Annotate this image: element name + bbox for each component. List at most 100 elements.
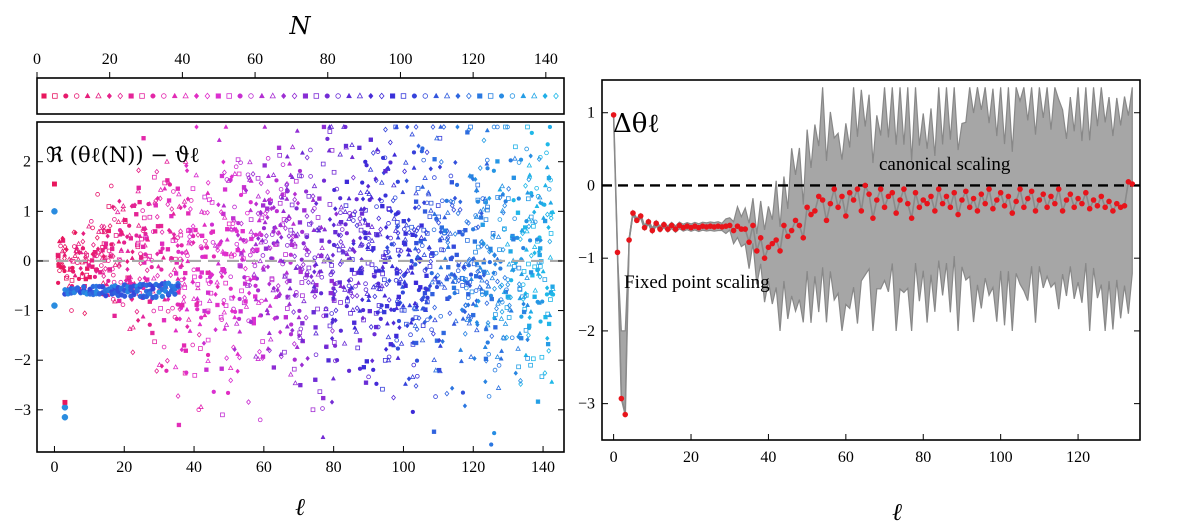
left-point <box>224 236 230 242</box>
left-point <box>419 223 424 228</box>
delta-theta-point <box>634 217 640 224</box>
left-point <box>380 204 385 209</box>
left-point <box>484 269 491 275</box>
right-x-tick-label: 0 <box>610 449 618 466</box>
left-point <box>142 275 147 281</box>
left-point <box>106 258 111 263</box>
left-point <box>329 399 335 405</box>
left-branch-point <box>121 293 128 299</box>
left-point <box>352 320 357 325</box>
left-point <box>523 293 529 298</box>
left-point <box>388 235 393 241</box>
left-point <box>122 240 127 245</box>
right-x-tick-label: 100 <box>989 449 1013 466</box>
left-point <box>158 249 163 254</box>
left-point <box>378 226 384 233</box>
left-point <box>354 292 360 299</box>
left-point <box>253 201 259 207</box>
variance-band <box>613 87 1133 413</box>
left-point <box>386 221 391 226</box>
left-point <box>338 300 343 305</box>
left-point <box>103 244 108 250</box>
left-point <box>131 203 137 208</box>
left-point <box>403 231 408 236</box>
left-point <box>435 272 441 279</box>
left-point <box>236 316 242 322</box>
left-point <box>505 124 510 130</box>
left-point <box>173 271 179 276</box>
left-point <box>214 244 220 251</box>
left-point <box>528 270 534 275</box>
left-point <box>471 312 476 318</box>
left-point <box>403 159 409 165</box>
left-point <box>466 292 471 297</box>
delta-theta-point <box>773 237 779 243</box>
left-point <box>320 434 326 440</box>
left-point <box>346 368 352 373</box>
left-point <box>421 157 426 163</box>
left-point <box>378 316 383 322</box>
left-point <box>265 189 271 195</box>
delta-theta-point <box>664 226 671 232</box>
left-point <box>257 348 262 355</box>
left-point <box>130 324 136 330</box>
left-point <box>151 275 157 281</box>
left-point <box>243 237 249 244</box>
strip-marker <box>433 92 440 99</box>
delta-theta-point <box>1098 193 1105 200</box>
left-point <box>407 302 413 308</box>
left-point <box>89 219 94 224</box>
left-point <box>515 210 521 215</box>
left-x-ticks: 0 20 40 60 80 100 120 140 <box>50 446 555 476</box>
left-point <box>215 284 220 290</box>
delta-theta-point <box>897 197 903 203</box>
left-point <box>420 323 426 328</box>
left-point <box>357 366 363 371</box>
left-point <box>235 368 240 374</box>
left-point <box>193 227 198 233</box>
left-point <box>255 288 261 293</box>
left-point <box>492 285 497 292</box>
left-point <box>407 247 413 253</box>
left-point <box>427 214 433 219</box>
left-point <box>376 268 382 273</box>
left-point <box>285 243 290 248</box>
left-point <box>184 167 190 174</box>
left-point <box>214 279 220 285</box>
left-point <box>267 201 273 206</box>
left-point <box>360 196 366 202</box>
left-point <box>418 234 425 240</box>
left-point <box>294 128 300 133</box>
left-x-tick-label: 140 <box>531 459 555 476</box>
left-point <box>531 243 538 249</box>
left-point <box>99 263 104 268</box>
left-point <box>165 247 171 252</box>
left-point <box>420 184 426 189</box>
left-point <box>348 213 354 218</box>
left-point <box>540 299 545 304</box>
left-point <box>492 430 497 436</box>
left-point <box>60 235 65 241</box>
left-point <box>228 286 233 291</box>
left-point <box>235 232 241 238</box>
left-point <box>182 158 189 164</box>
left-point <box>511 198 516 203</box>
right-y-tick-label: −1 <box>578 250 595 267</box>
left-point <box>476 284 483 290</box>
delta-theta-point <box>1055 186 1062 192</box>
left-point <box>101 273 107 279</box>
left-point <box>525 302 531 308</box>
left-point <box>501 227 507 232</box>
left-point <box>436 337 442 344</box>
delta-theta-point <box>935 186 942 192</box>
delta-theta-point <box>904 200 911 207</box>
left-point <box>309 288 316 294</box>
left-point <box>217 242 222 247</box>
left-point <box>145 237 151 242</box>
left-point <box>395 234 401 240</box>
left-y-tick-label: −2 <box>14 352 31 369</box>
left-point <box>135 222 142 228</box>
left-point <box>190 278 196 284</box>
left-point <box>435 203 441 208</box>
